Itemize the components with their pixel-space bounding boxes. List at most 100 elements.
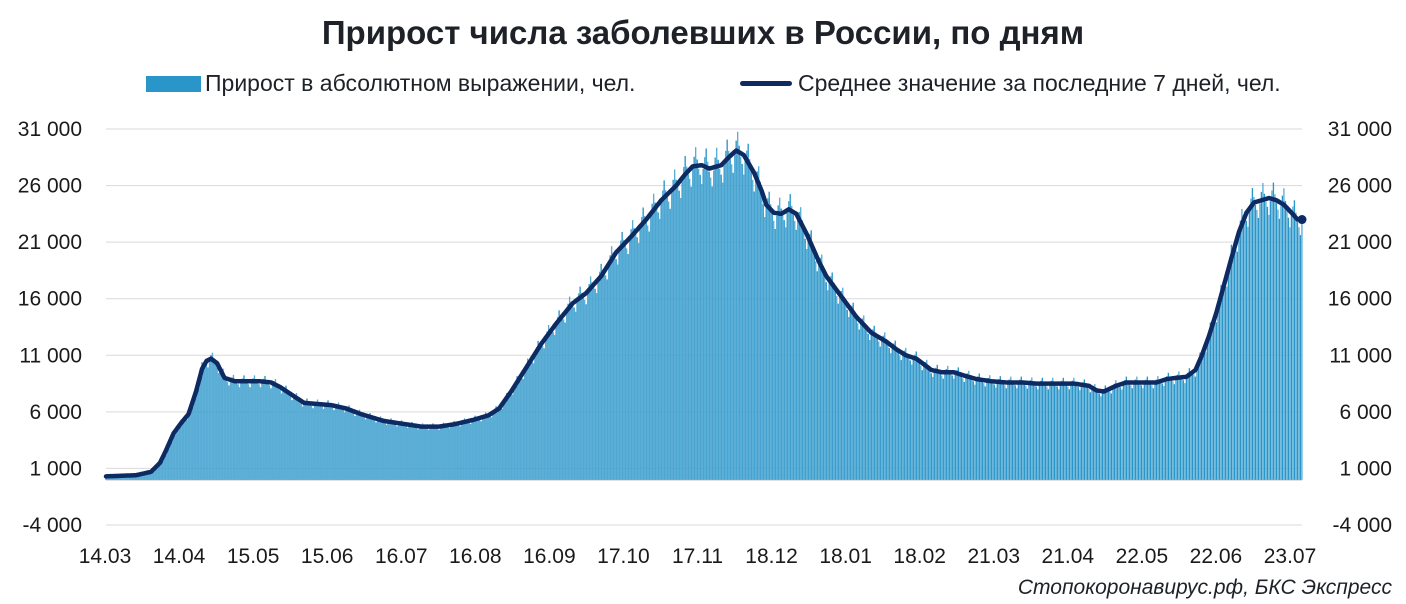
daily-bar xyxy=(1199,352,1201,480)
daily-bar xyxy=(148,471,151,480)
daily-bar xyxy=(244,379,247,480)
daily-bar xyxy=(261,382,263,480)
daily-bar xyxy=(846,309,848,480)
daily-bar xyxy=(1050,380,1052,480)
daily-bar xyxy=(845,304,847,480)
daily-bar xyxy=(181,420,184,480)
daily-bar xyxy=(511,394,514,480)
daily-bar xyxy=(707,161,709,480)
daily-bar xyxy=(385,424,388,480)
daily-bar xyxy=(465,420,467,480)
daily-bar xyxy=(580,292,583,480)
daily-bar xyxy=(1172,381,1174,480)
daily-bar xyxy=(688,178,691,480)
daily-bar xyxy=(909,360,911,480)
daily-bar xyxy=(702,169,704,480)
daily-bar xyxy=(1013,383,1015,480)
daily-bar xyxy=(1065,384,1067,480)
daily-bar xyxy=(424,427,427,480)
daily-bar xyxy=(852,302,854,480)
x-axis: 14.03 14.04 15.05 15.06 16.07 16.08 16.09 17.10… xyxy=(79,545,1317,568)
daily-bar xyxy=(1140,385,1143,480)
daily-bar xyxy=(186,419,188,480)
daily-bar xyxy=(565,312,568,480)
daily-bar xyxy=(442,422,445,480)
daily-bar xyxy=(505,392,508,480)
daily-bar xyxy=(1205,352,1207,480)
daily-bar xyxy=(989,375,991,480)
daily-bar xyxy=(897,351,899,480)
daily-bar xyxy=(352,413,355,480)
daily-bar xyxy=(448,428,451,480)
daily-bar xyxy=(1098,393,1101,480)
daily-bar xyxy=(876,337,878,480)
daily-bar xyxy=(1130,385,1132,480)
daily-bar xyxy=(670,192,673,480)
daily-bar xyxy=(804,238,806,480)
daily-bar xyxy=(785,227,787,480)
daily-bar xyxy=(692,169,694,480)
daily-bar xyxy=(1086,386,1089,480)
daily-bar xyxy=(1196,367,1198,480)
daily-bar xyxy=(405,425,407,480)
daily-bar xyxy=(1251,188,1254,480)
daily-bar xyxy=(624,245,626,480)
daily-bar xyxy=(363,416,365,480)
daily-bar xyxy=(228,385,230,480)
daily-bar xyxy=(546,331,548,480)
daily-bar xyxy=(450,425,452,480)
daily-bar xyxy=(933,371,935,480)
daily-bar xyxy=(1097,391,1099,480)
daily-bar xyxy=(1230,244,1233,480)
daily-bar xyxy=(672,179,674,480)
daily-bar xyxy=(349,408,352,480)
daily-bar xyxy=(947,365,949,480)
legend-bar-label: Прирост в абсолютном выражении, чел. xyxy=(205,70,636,96)
daily-bar xyxy=(1203,352,1206,480)
y-tick-label-left: 26 000 xyxy=(18,175,82,198)
daily-bar xyxy=(993,384,995,480)
y-tick-label-right: 31 000 xyxy=(1328,118,1392,141)
daily-bar xyxy=(475,417,478,480)
daily-bar xyxy=(496,408,499,480)
daily-bar xyxy=(1107,390,1110,480)
daily-bar xyxy=(1100,396,1102,480)
daily-bar xyxy=(1119,387,1122,480)
daily-bar xyxy=(141,473,143,480)
daily-bar xyxy=(1293,200,1296,480)
daily-bar xyxy=(304,400,307,480)
daily-bar xyxy=(520,378,523,480)
daily-bar xyxy=(477,419,479,480)
daily-bar xyxy=(661,190,664,480)
daily-bar xyxy=(1106,388,1108,480)
y-tick-label-right: 11 000 xyxy=(1329,344,1392,367)
daily-bar xyxy=(1206,341,1209,480)
daily-bar xyxy=(303,403,305,480)
daily-bar xyxy=(606,279,608,480)
daily-bar xyxy=(223,375,226,480)
daily-bar xyxy=(636,237,638,480)
daily-bar xyxy=(699,174,701,480)
daily-bar xyxy=(367,414,370,480)
daily-bar xyxy=(196,391,199,480)
daily-bar xyxy=(276,383,278,480)
daily-bar xyxy=(717,159,719,480)
daily-bar xyxy=(322,409,325,480)
daily-bar xyxy=(370,416,373,480)
daily-bar xyxy=(639,228,641,480)
legend-item-bars: Прирост в абсолютном выражении, чел. xyxy=(146,70,635,97)
daily-bar xyxy=(872,329,874,480)
daily-bar xyxy=(1047,389,1049,480)
daily-bar xyxy=(860,323,862,480)
daily-bar xyxy=(619,240,622,480)
daily-bar xyxy=(198,381,200,480)
daily-bar xyxy=(1005,388,1007,480)
y-tick-label-right: 21 000 xyxy=(1328,231,1392,254)
daily-bar xyxy=(954,373,956,480)
x-tick-label: 16.07 xyxy=(375,545,428,568)
daily-bar xyxy=(1122,384,1125,480)
daily-bar xyxy=(1148,380,1150,480)
daily-bar xyxy=(1124,380,1126,480)
daily-bar xyxy=(585,304,587,480)
daily-bar xyxy=(731,164,733,480)
